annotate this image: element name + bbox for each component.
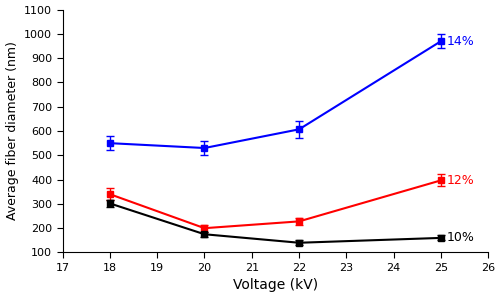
Text: 10%: 10% xyxy=(447,232,474,244)
X-axis label: Voltage (kV): Voltage (kV) xyxy=(233,278,318,292)
Text: 12%: 12% xyxy=(447,174,474,187)
Y-axis label: Average fiber diameter (nm): Average fiber diameter (nm) xyxy=(6,42,19,221)
Text: 14%: 14% xyxy=(447,35,474,48)
